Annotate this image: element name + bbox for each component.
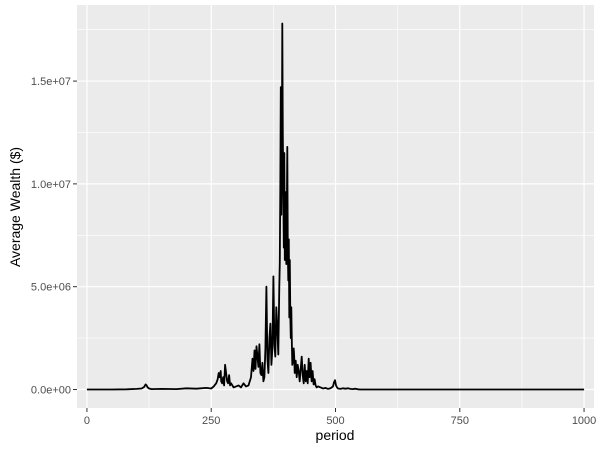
- x-tick-label: 1000: [572, 415, 596, 427]
- y-tick-label: 1.0e+07: [31, 179, 71, 191]
- y-tick-label: 5.0e+06: [31, 282, 71, 294]
- y-tick-label: 1.5e+07: [31, 76, 71, 88]
- major-gridlines: [77, 5, 594, 408]
- x-tick-label: 250: [202, 415, 220, 427]
- y-tick-label: 0.0e+00: [31, 384, 71, 396]
- x-tick-label: 500: [326, 415, 344, 427]
- series-line: [86, 22, 585, 391]
- x-tick-labels: 0 250 500 750 1000: [84, 415, 596, 427]
- x-tick-label: 0: [84, 415, 90, 427]
- x-axis-title: period: [316, 427, 355, 443]
- series-group: [86, 22, 585, 391]
- axis-ticks: [73, 80, 585, 412]
- x-tick-label: 750: [451, 415, 469, 427]
- y-tick-labels: 0.0e+00 5.0e+06 1.0e+07 1.5e+07: [31, 76, 71, 396]
- y-axis-title: Average Wealth ($): [7, 147, 23, 267]
